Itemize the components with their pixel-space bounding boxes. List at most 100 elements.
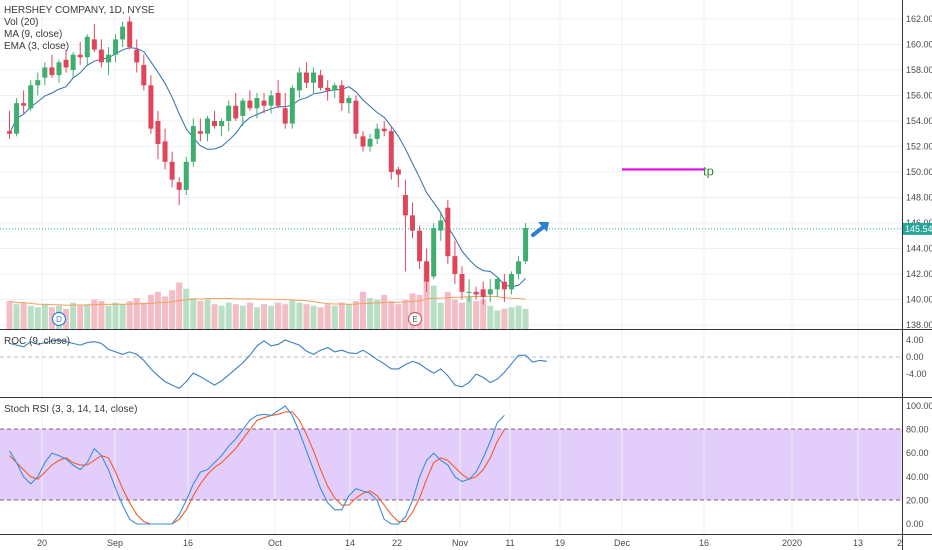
time-tick-label: 13	[853, 538, 863, 548]
up-arrow-icon[interactable]	[531, 222, 549, 237]
candle-body[interactable]	[402, 194, 408, 216]
candle-body[interactable]	[240, 100, 246, 116]
candle-body[interactable]	[261, 100, 267, 106]
candle-body[interactable]	[325, 87, 331, 91]
candle-body[interactable]	[197, 131, 203, 134]
time-tick-label: 19	[555, 538, 565, 548]
candle-body[interactable]	[409, 215, 415, 231]
candle-body[interactable]	[113, 39, 119, 55]
candle-body[interactable]	[254, 98, 260, 109]
volume-bar	[409, 293, 416, 329]
candle-body[interactable]	[459, 274, 465, 292]
candle-body[interactable]	[28, 85, 34, 109]
candle-body[interactable]	[374, 128, 380, 139]
candle-body[interactable]	[438, 220, 444, 231]
candle-body[interactable]	[360, 136, 366, 147]
candle-body[interactable]	[275, 92, 281, 106]
volume-bar	[119, 304, 126, 329]
candle-body[interactable]	[190, 126, 196, 162]
candle-body[interactable]	[523, 228, 529, 262]
candle-body[interactable]	[204, 118, 210, 134]
candle-body[interactable]	[49, 67, 55, 76]
volume-bars	[6, 263, 529, 329]
volume-bar	[246, 302, 253, 329]
candle-body[interactable]	[7, 131, 12, 134]
candle-body[interactable]	[226, 105, 232, 121]
candle-body[interactable]	[487, 289, 493, 295]
candle-body[interactable]	[169, 161, 175, 180]
volume-bar	[261, 304, 268, 329]
candle-body[interactable]	[42, 67, 48, 78]
candle-body[interactable]	[120, 26, 126, 40]
candle-body[interactable]	[282, 108, 288, 124]
volume-bar	[48, 307, 55, 329]
candle-body[interactable]	[183, 161, 189, 190]
price-tick-label: 142.00	[906, 269, 932, 279]
candle-body[interactable]	[480, 289, 486, 297]
candle-body[interactable]	[176, 182, 182, 190]
candle-body[interactable]	[424, 261, 430, 282]
roc-panel[interactable]	[0, 330, 902, 397]
candle-body[interactable]	[21, 103, 27, 106]
candle-body[interactable]	[247, 100, 253, 109]
candle-body[interactable]	[84, 36, 90, 58]
candle-body[interactable]	[162, 141, 168, 162]
candle-body[interactable]	[105, 54, 111, 63]
candle-body[interactable]	[303, 72, 309, 83]
candle-body[interactable]	[501, 281, 507, 290]
candle-body[interactable]	[311, 72, 317, 83]
volume-bar	[444, 291, 451, 329]
candle-body[interactable]	[268, 95, 274, 106]
candle-body[interactable]	[219, 121, 225, 127]
candle-body[interactable]	[353, 100, 359, 134]
candle-body[interactable]	[445, 207, 451, 257]
candle-body[interactable]	[148, 85, 154, 129]
candle-body[interactable]	[473, 291, 479, 295]
price-tick-label: 154.00	[906, 116, 932, 126]
earnings-marker[interactable]: E	[407, 311, 423, 327]
candle-body[interactable]	[417, 230, 423, 262]
candle-body[interactable]	[395, 169, 401, 175]
volume-bar	[451, 299, 458, 329]
candle-body[interactable]	[516, 261, 522, 274]
candle-body[interactable]	[452, 256, 458, 274]
candle-body[interactable]	[296, 72, 302, 91]
candle-body[interactable]	[233, 105, 239, 119]
legend-ema: EMA (3, close)	[4, 41, 69, 52]
stoch-rsi-tick-label: 40.00	[906, 472, 929, 482]
volume-bar	[218, 305, 225, 329]
dividend-marker[interactable]: D	[51, 311, 67, 327]
candle-body[interactable]	[339, 85, 345, 104]
candle-body[interactable]	[91, 39, 97, 50]
candle-body[interactable]	[318, 75, 324, 88]
candle-body[interactable]	[63, 59, 69, 68]
candle-body[interactable]	[127, 21, 133, 48]
candle-body[interactable]	[332, 85, 338, 91]
candle-body[interactable]	[134, 49, 140, 63]
candle-body[interactable]	[494, 279, 500, 290]
price-panel[interactable]	[0, 0, 902, 329]
candle-body[interactable]	[388, 131, 394, 172]
candle-body[interactable]	[56, 62, 62, 76]
candle-body[interactable]	[155, 121, 161, 144]
candle-body[interactable]	[98, 49, 104, 63]
ema-line	[9, 295, 526, 306]
candle-body[interactable]	[77, 54, 83, 58]
stoch-rsi-axis-labels: 100.00 80.00 60.00 40.00 20.00 0.00	[906, 401, 932, 529]
candle-body[interactable]	[381, 128, 387, 132]
candle-body[interactable]	[70, 54, 76, 70]
candle-body[interactable]	[367, 138, 373, 147]
candle-body[interactable]	[14, 103, 20, 134]
ma-line	[9, 47, 526, 288]
candle-body[interactable]	[289, 87, 295, 124]
candle-body[interactable]	[466, 291, 472, 293]
volume-bar	[352, 301, 359, 329]
candle-body[interactable]	[35, 80, 41, 86]
volume-bar	[296, 302, 303, 329]
candle-body[interactable]	[508, 274, 514, 290]
volume-bar	[466, 296, 473, 329]
candle-body[interactable]	[212, 121, 218, 127]
candle-body[interactable]	[431, 228, 437, 277]
candle-body[interactable]	[346, 98, 352, 104]
candle-body[interactable]	[141, 64, 147, 86]
